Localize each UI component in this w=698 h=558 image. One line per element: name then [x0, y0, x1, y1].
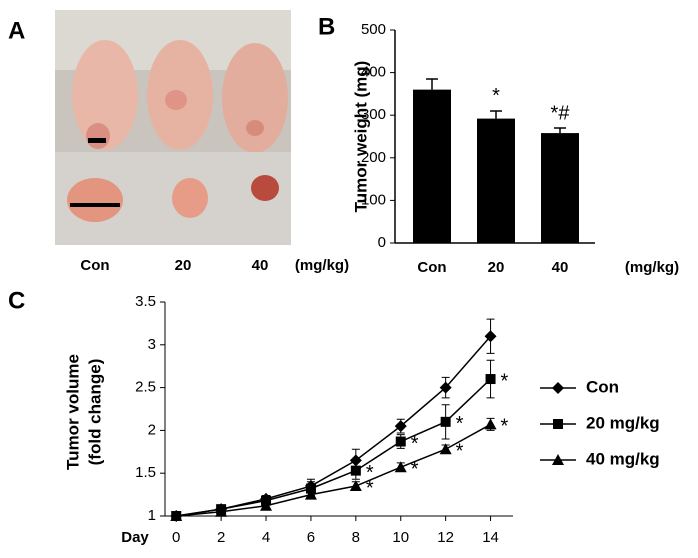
- marker: [349, 480, 362, 492]
- y-axis-label: Tumor weight (mg): [351, 61, 370, 213]
- marker: [395, 436, 406, 447]
- y-tick-label: 1.5: [135, 464, 156, 481]
- error-bar: [490, 110, 502, 119]
- legend-marker: [552, 382, 564, 394]
- y-tick-label: 200: [361, 149, 386, 166]
- significance: *: [411, 433, 419, 455]
- x-tick-label: 0: [172, 529, 180, 546]
- x-tick-label: 10: [392, 529, 409, 546]
- legend-label: 40 mg/kg: [586, 449, 660, 468]
- y-tick-label: 0: [378, 234, 386, 251]
- y-tick-label: 2: [148, 421, 156, 438]
- x-tick-label: 20: [488, 259, 505, 276]
- significance: *: [501, 370, 509, 392]
- y-tick-label: 3.5: [135, 293, 156, 310]
- sample-label: 20: [175, 257, 192, 274]
- y-tick-label: 100: [361, 191, 386, 208]
- y-tick-label: 2.5: [135, 379, 156, 396]
- marker: [260, 499, 273, 511]
- significance: *: [366, 477, 374, 499]
- significance: *#: [551, 102, 571, 124]
- sample-label: Con: [80, 257, 109, 274]
- marker: [215, 505, 228, 517]
- x-tick-label: 40: [552, 259, 569, 276]
- marker: [485, 374, 496, 385]
- significance: *: [456, 441, 464, 463]
- x-tick-label: 6: [307, 529, 315, 546]
- marker: [304, 488, 317, 500]
- bar: [413, 89, 451, 243]
- x-tick-label: 4: [262, 529, 270, 546]
- marker: [484, 418, 497, 430]
- sample-label: 40: [252, 257, 269, 274]
- significance: *: [456, 413, 464, 435]
- panel-label: B: [318, 13, 335, 40]
- x-tick-label: 2: [217, 529, 225, 546]
- marker: [394, 461, 407, 473]
- y-tick-label: 500: [361, 21, 386, 38]
- marker: [349, 454, 362, 467]
- marker: [439, 381, 452, 394]
- marker: [440, 416, 451, 427]
- y-tick-label: 3: [148, 336, 156, 353]
- marker: [394, 420, 407, 433]
- series-line: [176, 423, 491, 517]
- y-tick-label: 1: [148, 507, 156, 524]
- y-tick-label: 300: [361, 106, 386, 123]
- y-tick-label: 400: [361, 64, 386, 81]
- marker: [350, 465, 361, 476]
- x-tick-label: 14: [482, 529, 499, 546]
- marker: [484, 330, 497, 343]
- marker: [439, 443, 452, 455]
- x-tick-label: Con: [417, 259, 446, 276]
- error-bar: [554, 127, 566, 134]
- bar: [477, 118, 515, 243]
- bar: [541, 133, 579, 243]
- significance: *: [492, 85, 500, 107]
- x-tick-label: 12: [437, 529, 454, 546]
- legend-marker: [552, 454, 564, 465]
- panel-label: C: [8, 287, 25, 314]
- photo: [55, 10, 291, 245]
- marker: [170, 510, 183, 521]
- significance: *: [366, 462, 374, 484]
- error-bar: [426, 78, 438, 90]
- series-line: [176, 378, 492, 517]
- y-axis-label: (fold change): [85, 359, 104, 466]
- x-axis-label: Day: [121, 529, 149, 546]
- y-axis-label: Tumor volume: [63, 354, 82, 470]
- legend-label: 20 mg/kg: [586, 413, 660, 432]
- significance: *: [501, 416, 509, 438]
- legend-label: Con: [586, 377, 619, 396]
- unit-label: (mg/kg): [625, 259, 679, 276]
- legend-marker: [553, 419, 563, 429]
- panel-label: A: [8, 17, 25, 44]
- unit-label: (mg/kg): [295, 257, 349, 274]
- x-tick-label: 8: [352, 529, 360, 546]
- significance: *: [411, 458, 419, 480]
